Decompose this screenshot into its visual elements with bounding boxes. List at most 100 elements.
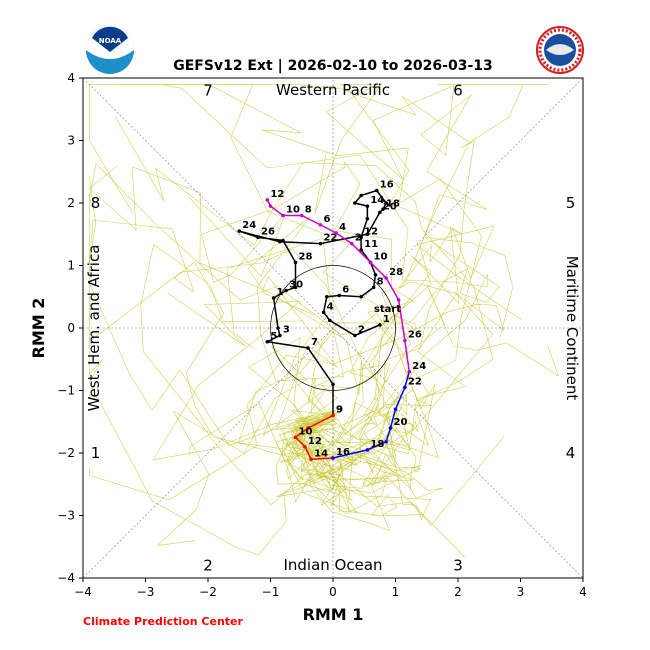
y-axis-label: RMM 2 [29, 298, 48, 359]
point-label: 16 [336, 447, 350, 458]
data-point [359, 294, 363, 299]
x-tick-label: −4 [74, 585, 92, 599]
data-point [271, 296, 276, 300]
data-point [403, 338, 407, 343]
data-point [318, 223, 323, 227]
y-tick-label: 3 [67, 134, 75, 148]
data-point [237, 229, 242, 233]
point-label: 22 [324, 233, 338, 244]
region-top-label: Western Pacific [276, 81, 390, 99]
data-point [268, 204, 273, 208]
phase-number: 1 [91, 444, 101, 462]
x-tick-label: 2 [454, 585, 462, 599]
point-label: 26 [261, 226, 275, 237]
x-tick-label: −2 [199, 585, 217, 599]
data-point [365, 204, 370, 208]
point-label: 14 [370, 195, 384, 206]
point-label: 28 [389, 267, 403, 278]
svg-text:NOAA: NOAA [99, 37, 122, 45]
data-point [306, 346, 310, 350]
data-point [384, 276, 388, 280]
data-point [303, 444, 307, 449]
x-tick-label: 0 [329, 585, 337, 599]
y-tick-label: 2 [67, 196, 75, 210]
data-point [384, 201, 388, 205]
phase-numbers: 1 2 3 4 5 6 7 8 [91, 82, 576, 575]
point-label: 18 [386, 198, 400, 209]
data-point [359, 235, 363, 240]
point-label: 28 [299, 251, 313, 262]
point-label: 26 [408, 330, 422, 341]
point-label: 16 [380, 180, 394, 191]
y-axis-ticks: −4 −3 −2 −1 0 1 2 3 4 [57, 71, 83, 585]
data-point [306, 426, 310, 430]
ensemble-line [294, 84, 488, 480]
data-point [365, 216, 370, 221]
data-point [378, 323, 382, 327]
data-point [293, 435, 298, 440]
data-point [373, 273, 378, 277]
point-label: 5 [270, 331, 277, 342]
data-point [321, 310, 326, 315]
data-point [337, 293, 342, 298]
data-point [281, 238, 285, 243]
point-label: 6 [342, 285, 349, 296]
x-axis-label: RMM 1 [303, 605, 364, 624]
region-right-label: Maritime Continent [563, 256, 581, 401]
data-point [328, 318, 332, 323]
point-label: 20 [383, 201, 397, 212]
data-point [278, 239, 282, 244]
data-point [381, 207, 385, 212]
ensemble-line [89, 84, 463, 469]
point-label: 8 [377, 276, 384, 287]
y-tick-label: 0 [67, 321, 75, 335]
noaa-logo: NOAA [86, 26, 134, 74]
data-point [403, 385, 407, 390]
data-point [324, 294, 329, 299]
phase-number: 3 [453, 557, 463, 575]
phase-guides [82, 77, 584, 579]
phase-number: 4 [566, 444, 576, 462]
data-point [359, 248, 363, 252]
region-bottom-label: Indian Ocean [283, 556, 382, 574]
series-line [266, 199, 410, 372]
data-point [388, 426, 393, 430]
point-label: 2 [358, 325, 365, 336]
point-label: 30 [289, 280, 303, 291]
y-tick-label: −4 [57, 571, 75, 585]
y-tick-label: −3 [57, 509, 75, 523]
data-point [278, 333, 282, 338]
point-label: 3 [283, 325, 290, 336]
phase-number: 8 [91, 194, 101, 212]
phase-number: 2 [203, 557, 213, 575]
ensemble-line [89, 248, 422, 531]
credit-label: Climate Prediction Center [83, 615, 243, 628]
data-point [281, 213, 285, 218]
point-label: 9 [336, 405, 343, 416]
point-label: 10 [299, 426, 313, 437]
data-point [407, 369, 412, 374]
point-label: 6 [324, 214, 331, 225]
ensemble-line [306, 282, 559, 515]
data-point [299, 213, 304, 218]
data-point [384, 439, 388, 444]
phase-number: 7 [203, 82, 213, 100]
point-label: 10 [374, 251, 388, 262]
point-label: 11 [364, 239, 378, 250]
mjo-trajectory: 1246810111214161820222426283013579910121… [237, 180, 426, 462]
data-point [331, 382, 335, 387]
point-label: 8 [305, 205, 312, 216]
ensemble-line [89, 176, 332, 480]
data-point [309, 457, 313, 462]
point-label: 10 [286, 205, 300, 216]
ensemble-line [218, 84, 415, 454]
data-point [353, 201, 357, 205]
ensemble-line [152, 292, 339, 493]
phase-number: 5 [566, 194, 576, 212]
diagonal-guide [82, 77, 584, 579]
region-left-label: West. Hem. and Africa [85, 245, 103, 412]
ensemble-line [276, 412, 505, 558]
data-point [293, 260, 298, 265]
point-label: 7 [311, 337, 318, 348]
